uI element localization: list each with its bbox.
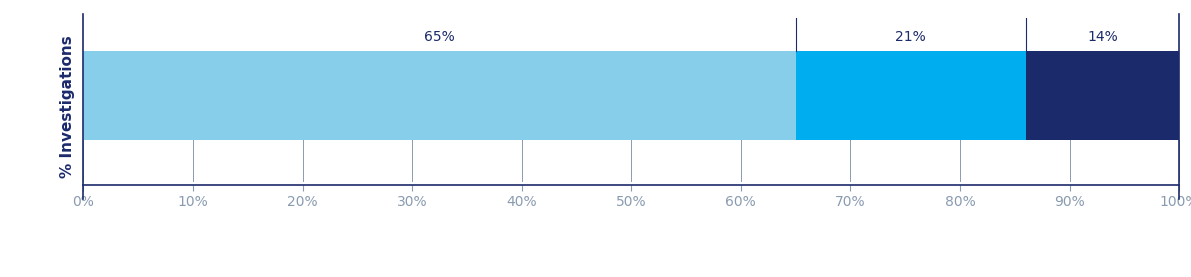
Bar <box>796 51 1025 140</box>
Text: 65%: 65% <box>424 30 455 43</box>
Text: 14%: 14% <box>1087 30 1118 43</box>
Bar <box>1025 51 1179 140</box>
Text: 21%: 21% <box>896 30 927 43</box>
Bar <box>83 51 796 140</box>
Y-axis label: % Investigations: % Investigations <box>60 35 75 178</box>
